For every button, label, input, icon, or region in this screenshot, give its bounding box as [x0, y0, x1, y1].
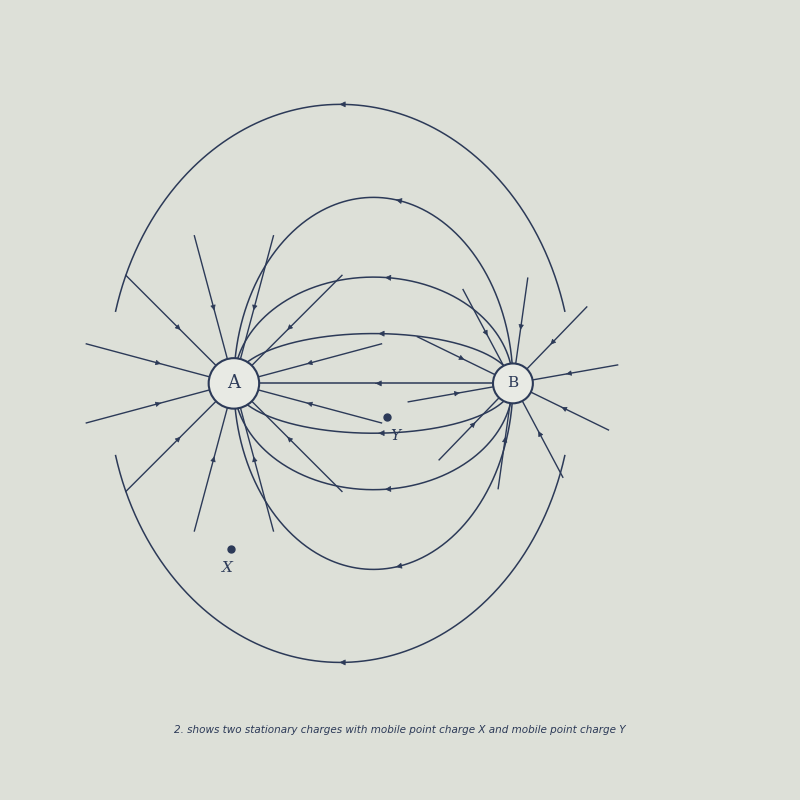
Circle shape: [493, 363, 533, 403]
Text: A: A: [227, 374, 241, 392]
Text: 2. shows two stationary charges with mobile point charge X and mobile point char: 2. shows two stationary charges with mob…: [174, 725, 626, 735]
Text: Y: Y: [390, 429, 400, 442]
Text: X: X: [222, 562, 233, 575]
Text: B: B: [507, 376, 518, 390]
Circle shape: [209, 358, 259, 409]
